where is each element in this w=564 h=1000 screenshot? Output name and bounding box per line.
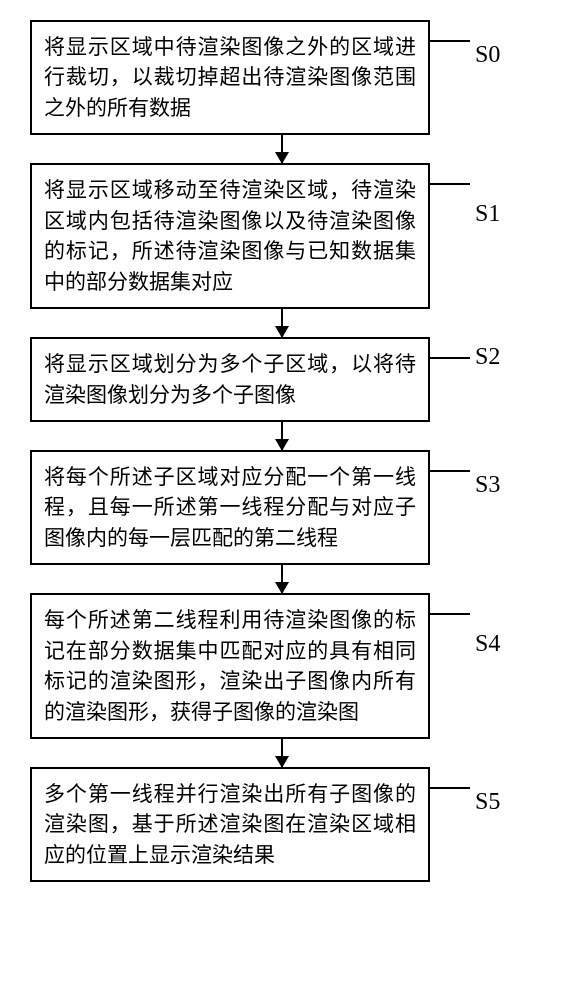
arrow-connector	[82, 135, 482, 163]
label-connector-line	[430, 183, 470, 185]
step-text: 每个所述第二线程利用待渲染图像的标记在部分数据集中匹配对应的具有相同标记的渲染图…	[44, 608, 416, 723]
step-text: 将显示区域划分为多个子区域，以将待渲染图像划分为多个子图像	[44, 352, 416, 406]
step-box-s2: 将显示区域划分为多个子区域，以将待渲染图像划分为多个子图像	[30, 337, 430, 422]
step-label-s1: S1	[475, 201, 500, 228]
step-text: 将显示区域中待渲染图像之外的区域进行裁切，以裁切掉超出待渲染图像范围之外的所有数…	[44, 35, 416, 120]
step-row: 每个所述第二线程利用待渲染图像的标记在部分数据集中匹配对应的具有相同标记的渲染图…	[30, 593, 534, 739]
step-row: 将显示区域中待渲染图像之外的区域进行裁切，以裁切掉超出待渲染图像范围之外的所有数…	[30, 20, 534, 135]
step-label-s0: S0	[475, 42, 500, 69]
arrow-connector	[82, 565, 482, 593]
label-connector-line	[430, 613, 470, 615]
step-row: 将每个所述子区域对应分配一个第一线程，且每一所述第一线程分配与对应子图像内的每一…	[30, 450, 534, 565]
step-label-s4: S4	[475, 631, 500, 658]
arrow-connector	[82, 422, 482, 450]
step-row: 将显示区域划分为多个子区域，以将待渲染图像划分为多个子图像 S2	[30, 337, 534, 422]
label-connector-line	[430, 40, 470, 42]
arrow-connector	[82, 739, 482, 767]
step-box-s1: 将显示区域移动至待渲染区域，待渲染区域内包括待渲染图像以及待渲染图像的标记，所述…	[30, 163, 430, 309]
arrow-connector	[82, 309, 482, 337]
step-box-s3: 将每个所述子区域对应分配一个第一线程，且每一所述第一线程分配与对应子图像内的每一…	[30, 450, 430, 565]
step-box-s0: 将显示区域中待渲染图像之外的区域进行裁切，以裁切掉超出待渲染图像范围之外的所有数…	[30, 20, 430, 135]
flowchart-container: 将显示区域中待渲染图像之外的区域进行裁切，以裁切掉超出待渲染图像范围之外的所有数…	[30, 20, 534, 882]
step-label-s5: S5	[475, 789, 500, 816]
step-label-s3: S3	[475, 472, 500, 499]
label-connector-line	[430, 787, 470, 789]
step-row: 将显示区域移动至待渲染区域，待渲染区域内包括待渲染图像以及待渲染图像的标记，所述…	[30, 163, 534, 309]
label-connector-line	[430, 470, 470, 472]
step-text: 将每个所述子区域对应分配一个第一线程，且每一所述第一线程分配与对应子图像内的每一…	[44, 465, 416, 550]
step-row: 多个第一线程并行渲染出所有子图像的渲染图，基于所述渲染图在渲染区域相应的位置上显…	[30, 767, 534, 882]
step-box-s4: 每个所述第二线程利用待渲染图像的标记在部分数据集中匹配对应的具有相同标记的渲染图…	[30, 593, 430, 739]
label-connector-line	[430, 357, 470, 359]
step-box-s5: 多个第一线程并行渲染出所有子图像的渲染图，基于所述渲染图在渲染区域相应的位置上显…	[30, 767, 430, 882]
step-text: 多个第一线程并行渲染出所有子图像的渲染图，基于所述渲染图在渲染区域相应的位置上显…	[44, 782, 416, 867]
step-text: 将显示区域移动至待渲染区域，待渲染区域内包括待渲染图像以及待渲染图像的标记，所述…	[44, 178, 416, 293]
step-label-s2: S2	[475, 344, 500, 371]
